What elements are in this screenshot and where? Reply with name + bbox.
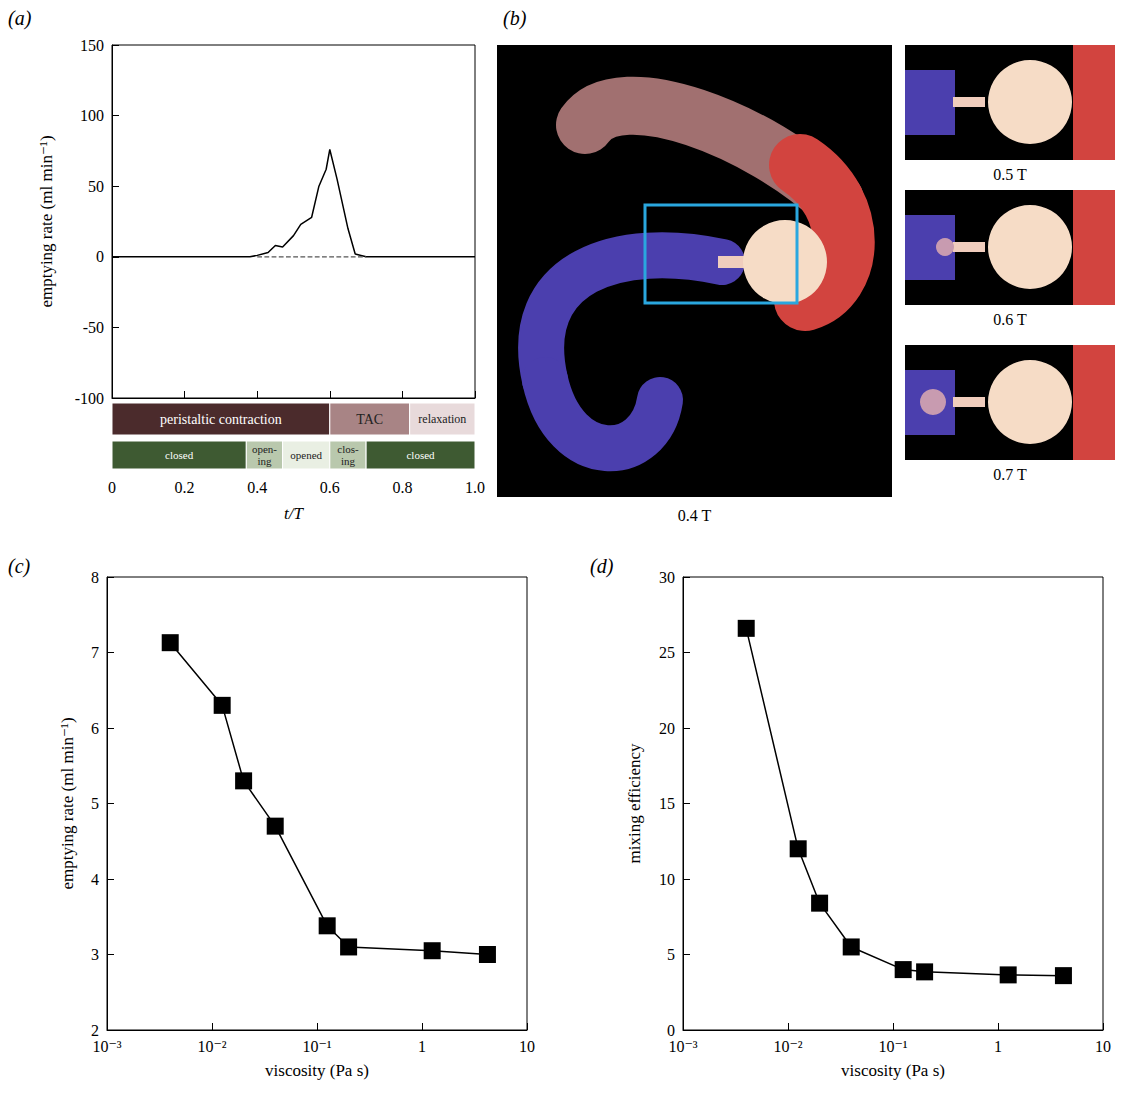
svg-text:10: 10 [1095,1038,1111,1055]
svg-text:0.4: 0.4 [247,479,267,496]
svg-text:viscosity (Pa s): viscosity (Pa s) [265,1061,369,1080]
svg-text:-50: -50 [83,319,104,336]
svg-text:1: 1 [418,1038,426,1055]
svg-text:4: 4 [91,871,99,888]
svg-text:peristaltic contraction: peristaltic contraction [160,412,282,427]
svg-text:(c): (c) [8,555,31,578]
svg-text:ing: ing [341,455,356,467]
svg-text:0.6: 0.6 [320,479,340,496]
svg-text:viscosity (Pa s): viscosity (Pa s) [841,1061,945,1080]
svg-text:10⁻³: 10⁻³ [92,1038,121,1055]
svg-text:mixing efficiency: mixing efficiency [625,743,644,864]
svg-text:clos-: clos- [337,443,359,455]
svg-text:0: 0 [667,1022,675,1039]
svg-text:(d): (d) [590,555,614,578]
svg-text:0: 0 [96,248,104,265]
svg-text:8: 8 [91,569,99,586]
svg-text:10⁻¹: 10⁻¹ [878,1038,907,1055]
svg-text:(a): (a) [8,7,32,30]
svg-text:closed: closed [406,449,435,461]
svg-text:0.5 T: 0.5 T [993,166,1027,183]
svg-text:t/T: t/T [284,504,304,523]
svg-text:25: 25 [659,644,675,661]
svg-text:15: 15 [659,795,675,812]
svg-text:10: 10 [659,871,675,888]
svg-text:1: 1 [994,1038,1002,1055]
svg-text:0.2: 0.2 [175,479,195,496]
svg-text:closed: closed [165,449,194,461]
svg-text:0.8: 0.8 [392,479,412,496]
svg-text:150: 150 [80,37,104,54]
svg-text:10⁻³: 10⁻³ [668,1038,697,1055]
svg-text:2: 2 [91,1022,99,1039]
svg-text:50: 50 [88,178,104,195]
svg-text:30: 30 [659,569,675,586]
svg-text:10: 10 [519,1038,535,1055]
svg-text:relaxation: relaxation [418,412,466,426]
svg-text:emptying rate (ml min⁻¹): emptying rate (ml min⁻¹) [58,717,77,889]
svg-text:0: 0 [108,479,116,496]
svg-text:0.7 T: 0.7 T [993,466,1027,483]
svg-text:3: 3 [91,946,99,963]
svg-text:-100: -100 [75,390,104,407]
svg-text:opened: opened [290,449,322,461]
svg-text:7: 7 [91,644,99,661]
svg-text:open-: open- [252,443,277,455]
svg-text:5: 5 [91,795,99,812]
svg-text:0.6 T: 0.6 T [993,311,1027,328]
svg-text:TAC: TAC [356,412,383,427]
svg-text:ing: ing [257,455,272,467]
svg-text:100: 100 [80,107,104,124]
svg-text:10⁻¹: 10⁻¹ [302,1038,331,1055]
svg-text:6: 6 [91,720,99,737]
svg-text:5: 5 [667,946,675,963]
svg-text:20: 20 [659,720,675,737]
svg-text:emptying rate (ml min⁻¹): emptying rate (ml min⁻¹) [37,135,56,307]
svg-text:10⁻²: 10⁻² [197,1038,226,1055]
svg-text:10⁻²: 10⁻² [773,1038,802,1055]
svg-text:(b): (b) [503,7,527,30]
svg-text:1.0: 1.0 [465,479,485,496]
svg-text:0.4 T: 0.4 T [678,507,712,524]
